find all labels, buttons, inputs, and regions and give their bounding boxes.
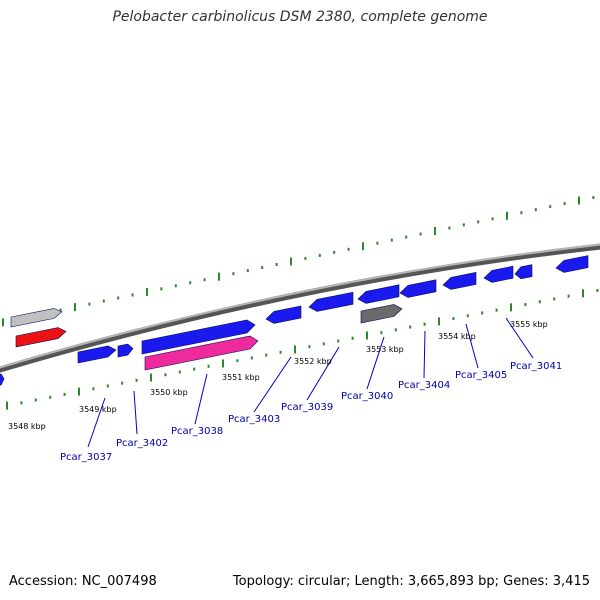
gene-label-pcar-3404: Pcar_3404 [398,380,450,391]
gene-arrow-pcar-3403 [265,305,302,324]
gene-arrow-small [514,264,533,280]
kbp-label-3548: 3548 kbp [8,422,46,431]
gene-label-pcar-3037: Pcar_3037 [60,452,112,463]
leader-line-1 [133,390,138,435]
kbp-label-3554: 3554 kbp [438,332,476,341]
gene-arrow-pcar-3038-forward [141,319,256,355]
gene-label-pcar-3041: Pcar_3041 [510,361,562,372]
gene-label-pcar-3403: Pcar_3403 [228,414,280,425]
leader-line-0 [87,397,106,448]
gene-arrow-red [15,327,67,348]
gene-arrow-pcar-3405 [442,272,477,290]
genome-backbone [0,243,600,373]
gene-label-pcar-3402: Pcar_3402 [116,438,168,449]
kbp-label-3551: 3551 kbp [222,373,260,382]
leader-line-5 [366,336,385,390]
gene-label-pcar-3040: Pcar_3040 [341,391,393,402]
gene-arrow-pcar-3402 [117,343,134,358]
leader-line-8 [505,317,534,359]
backbone-line [0,243,600,373]
kbp-label-3553: 3553 kbp [366,345,404,354]
gene-arrow-pcar-3039 [308,291,354,312]
topology-summary-text: Topology: circular; Length: 3,665,893 bp… [232,574,590,589]
gene-arrow-pcar-3040 [357,284,400,304]
leader-line-4 [306,346,340,401]
leader-line-7 [465,323,479,369]
gene-arrow-pcar-3037 [77,345,117,364]
backbone-highlight [0,243,600,369]
gene-arrow-pcar-3041 [483,265,514,283]
leader-line-6 [423,330,426,379]
kbp-label-3549: 3549 kbp [79,405,117,414]
kbp-label-3555: 3555 kbp [510,320,548,329]
kbp-label-3552: 3552 kbp [294,357,332,366]
accession-text: Accession: NC_007498 [9,574,157,589]
scale-ticks [2,195,599,410]
gene-label-pcar-3038: Pcar_3038 [171,426,223,437]
gene-arrow-pcar-3404 [399,279,437,298]
gene-features [0,255,589,386]
map-title: Pelobacter carbinolicus DSM 2380, comple… [112,9,488,25]
gene-arrow-gray-light [10,308,63,328]
gene-label-pcar-3405: Pcar_3405 [455,370,507,381]
gene-arrow-pink [144,335,259,371]
gene-arrow-partial-left [0,373,5,386]
gene-arrow-right [555,255,589,273]
label-leader-lines [87,317,534,448]
gene-arrow-gray-dark [360,304,403,324]
leader-line-3 [253,356,292,413]
kbp-label-3550: 3550 kbp [150,388,188,397]
gene-label-pcar-3039: Pcar_3039 [281,402,333,413]
leader-line-2 [194,373,208,425]
